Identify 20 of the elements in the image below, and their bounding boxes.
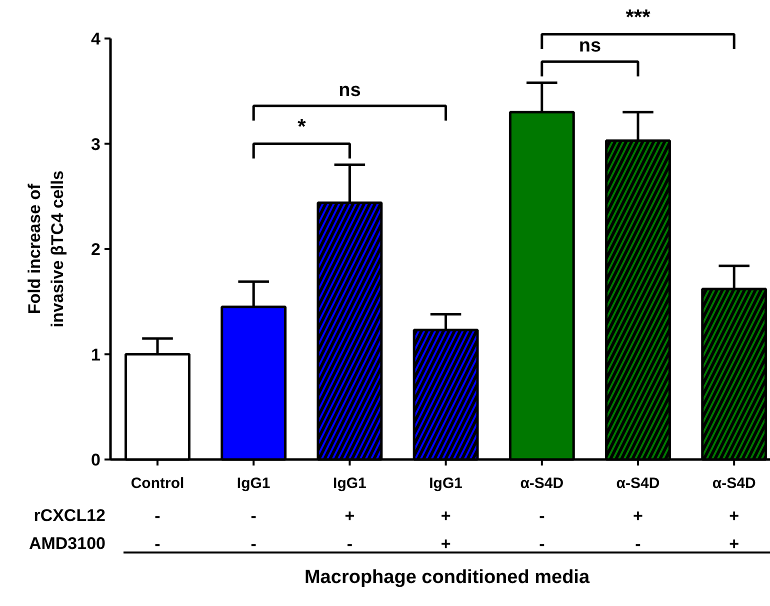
x-tick-label: Control - - bbox=[130, 475, 184, 554]
text: Macrophage conditioned media bbox=[304, 567, 590, 588]
x-tick-label: IgG1 + - bbox=[333, 475, 366, 554]
y-tick-label: 3 bbox=[91, 134, 101, 154]
y-tick-label: 4 bbox=[91, 30, 102, 48]
y-tick-label: 2 bbox=[91, 240, 101, 259]
x-tick-label: IgG1 - - bbox=[236, 475, 270, 554]
y-axis-title: Fold increase of invasive βTC4 cells bbox=[25, 170, 67, 328]
text: rCXCL12 bbox=[34, 506, 106, 525]
x-tick-label: α-S4D + - bbox=[616, 475, 660, 554]
y-tick-label: 0 bbox=[91, 450, 101, 470]
annotation: ns bbox=[578, 36, 602, 57]
y-tick-label: 1 bbox=[91, 345, 101, 364]
x-tick-label: α-S4D - - bbox=[520, 475, 564, 554]
text: AMD3100 bbox=[28, 534, 106, 553]
x-tick-label: IgG1 + + bbox=[429, 475, 462, 554]
annotation: ns bbox=[338, 80, 361, 101]
x-tick-label: α-S4D + + bbox=[712, 475, 756, 554]
annotation: * bbox=[298, 116, 307, 139]
text: *** bbox=[626, 6, 652, 30]
